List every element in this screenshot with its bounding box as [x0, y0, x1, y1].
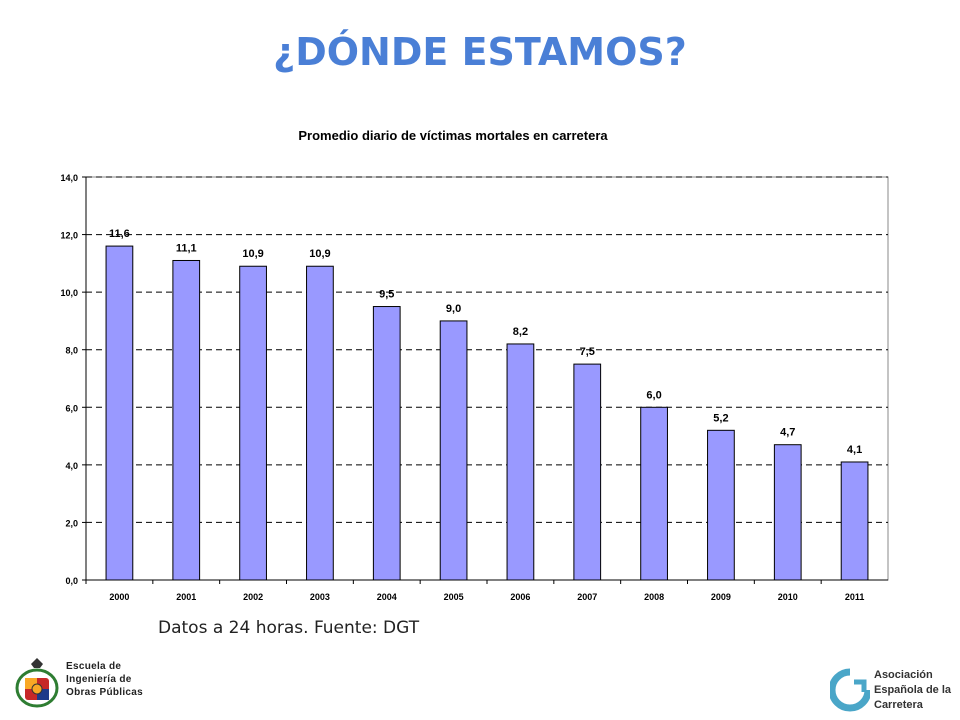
school-line-3: Obras Públicas — [66, 687, 144, 698]
school-line-1: Escuela de — [66, 661, 122, 672]
school-line-2: Ingeniería de — [66, 674, 132, 685]
data-label: 4,7 — [780, 427, 795, 439]
x-tick-label: 2003 — [310, 592, 330, 602]
y-tick-label: 14,0 — [60, 173, 78, 183]
bar — [172, 259, 201, 581]
school-logo: Escuela de Ingeniería de Obras Públicas — [12, 654, 162, 710]
x-tick-label: 2001 — [176, 592, 196, 602]
association-line-1: Asociación — [874, 669, 933, 681]
x-tick-label: 2008 — [644, 592, 664, 602]
slide-title: ¿DÓNDE ESTAMOS? — [273, 30, 687, 74]
bar — [439, 320, 468, 581]
bar — [239, 265, 267, 581]
bar — [372, 306, 401, 581]
y-tick-label: 4,0 — [65, 461, 78, 471]
source-note: Datos a 24 horas. Fuente: DGT — [158, 618, 420, 638]
school-emblem-icon — [15, 658, 59, 708]
bar — [840, 461, 869, 581]
data-label: 8,2 — [513, 326, 528, 338]
bar — [506, 343, 535, 581]
association-logo: Asociación Española de la Carretera — [830, 668, 955, 716]
data-label: 9,5 — [379, 289, 394, 301]
bar — [105, 245, 134, 581]
x-tick-label: 2010 — [778, 592, 798, 602]
association-line-3: Carretera — [874, 699, 923, 711]
x-tick-label: 2005 — [444, 592, 464, 602]
plot-area — [85, 176, 889, 581]
bar-chart: Promedio diario de víctimas mortales en … — [60, 128, 889, 602]
bar — [640, 406, 668, 581]
y-tick-label: 8,0 — [65, 346, 78, 356]
data-label: 6,0 — [646, 389, 661, 401]
y-tick-label: 2,0 — [65, 518, 78, 528]
data-label: 5,2 — [713, 412, 728, 424]
bar — [573, 363, 602, 581]
bar — [707, 429, 735, 581]
y-tick-label: 12,0 — [60, 231, 78, 241]
data-label: 10,9 — [309, 248, 330, 260]
y-tick-label: 10,0 — [60, 288, 78, 298]
association-ring-icon — [830, 668, 870, 712]
x-tick-label: 2002 — [243, 592, 263, 602]
x-tick-label: 2011 — [845, 592, 865, 602]
x-tick-label: 2006 — [510, 592, 530, 602]
x-tick-label: 2000 — [109, 592, 129, 602]
data-label: 11,1 — [176, 242, 197, 254]
y-tick-label: 6,0 — [65, 403, 78, 413]
x-tick-label: 2004 — [377, 592, 397, 602]
y-tick-label: 0,0 — [65, 576, 78, 586]
x-tick-label: 2009 — [711, 592, 731, 602]
data-label: 9,0 — [446, 303, 461, 315]
bar — [773, 444, 802, 581]
x-tick-label: 2007 — [577, 592, 597, 602]
data-label: 4,1 — [847, 444, 862, 456]
association-line-2: Española de la — [874, 684, 952, 696]
bar — [306, 265, 334, 581]
data-label: 11,6 — [109, 228, 130, 240]
chart-title: Promedio diario de víctimas mortales en … — [298, 128, 608, 143]
data-label: 7,5 — [580, 346, 595, 358]
data-label: 10,9 — [242, 248, 263, 260]
